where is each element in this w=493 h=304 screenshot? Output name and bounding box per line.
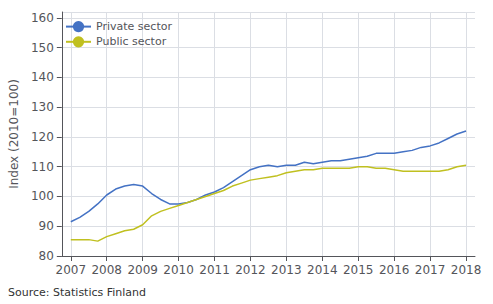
- svg-text:80: 80: [39, 249, 54, 263]
- svg-text:140: 140: [31, 70, 54, 84]
- svg-text:2013: 2013: [271, 263, 302, 277]
- svg-text:160: 160: [31, 11, 54, 25]
- svg-text:150: 150: [31, 41, 54, 55]
- svg-text:2010: 2010: [163, 263, 194, 277]
- svg-text:2008: 2008: [91, 263, 122, 277]
- svg-text:2014: 2014: [307, 263, 338, 277]
- svg-text:2018: 2018: [451, 263, 482, 277]
- svg-text:2015: 2015: [343, 263, 374, 277]
- svg-text:2017: 2017: [415, 263, 446, 277]
- svg-text:Index (2010=100): Index (2010=100): [7, 79, 21, 189]
- svg-text:100: 100: [31, 189, 54, 203]
- svg-text:2011: 2011: [199, 263, 230, 277]
- svg-text:Private sector: Private sector: [96, 20, 172, 33]
- svg-text:120: 120: [31, 130, 54, 144]
- svg-text:Public sector: Public sector: [96, 35, 167, 48]
- svg-text:90: 90: [39, 219, 54, 233]
- svg-text:2009: 2009: [127, 263, 158, 277]
- svg-text:110: 110: [31, 160, 54, 174]
- svg-text:130: 130: [31, 100, 54, 114]
- svg-text:2007: 2007: [56, 263, 87, 277]
- svg-text:2012: 2012: [235, 263, 266, 277]
- svg-text:2016: 2016: [379, 263, 410, 277]
- svg-text:Source: Statistics Finland: Source: Statistics Finland: [8, 286, 146, 299]
